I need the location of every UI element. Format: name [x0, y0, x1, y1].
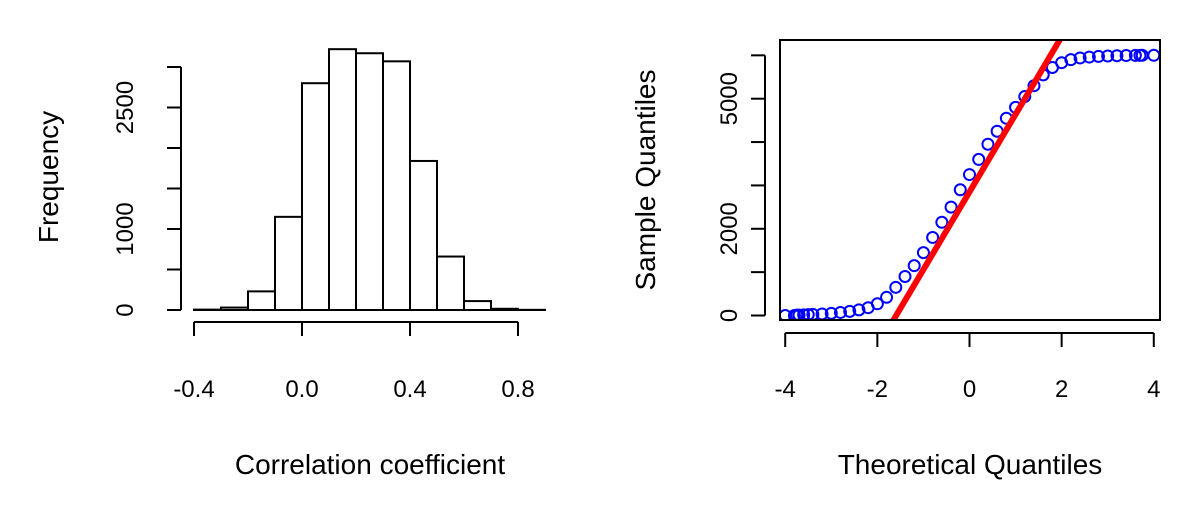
qq-point-20 [936, 217, 947, 228]
histogram-bar-3 [275, 217, 302, 310]
qq-x-ticks: -4 -2 0 2 4 [775, 333, 1161, 403]
qq-x-tick-label-0: -4 [775, 376, 796, 403]
histogram-bar-1 [221, 308, 248, 310]
histogram-bar-6 [356, 53, 383, 310]
histogram-bar-2 [248, 291, 275, 310]
qq-point-23 [964, 169, 975, 180]
histogram-bar-7 [383, 61, 410, 310]
histogram-panel: -0.4 0.0 0.4 0.8 0 1000 2500 Correlation coef… [33, 49, 545, 480]
histogram-y-tick-label-2: 2500 [112, 81, 139, 134]
qq-y-tick-label-2: 5000 [716, 72, 743, 125]
histogram-bar-9 [437, 257, 464, 310]
histogram-x-tick-label-1: 0.0 [285, 376, 318, 403]
histogram-bar-8 [410, 161, 437, 310]
qq-point-14 [881, 292, 892, 303]
histogram-x-tick-label-2: 0.4 [393, 376, 426, 403]
qq-x-tick-label-1: -2 [867, 376, 888, 403]
histogram-x-ticks: -0.4 0.0 0.4 0.8 [173, 322, 534, 403]
qq-point-18 [918, 247, 929, 258]
qq-point-44 [1148, 50, 1159, 61]
qq-y-tick-label-1: 2000 [716, 202, 743, 255]
histogram-bar-4 [302, 83, 329, 310]
qq-x-tick-label-4: 4 [1147, 376, 1160, 403]
qq-y-tick-label-0: 0 [716, 309, 743, 322]
histogram-bar-10 [464, 301, 491, 310]
histogram-bar-11 [491, 309, 518, 310]
qq-reference-line [776, 0, 1163, 500]
qq-point-19 [927, 232, 938, 243]
qq-point-15 [890, 282, 901, 293]
qq-x-tick-label-3: 2 [1055, 376, 1068, 403]
histogram-x-axis-title: Correlation coefficient [235, 449, 506, 480]
histogram-y-ticks: 0 1000 2500 [112, 67, 181, 317]
histogram-y-tick-label-0: 0 [112, 303, 139, 316]
qq-point-25 [982, 139, 993, 150]
qq-point-16 [900, 271, 911, 282]
histogram-x-tick-label-3: 0.8 [501, 376, 534, 403]
qq-x-tick-label-2: 0 [963, 376, 976, 403]
qq-point-17 [909, 260, 920, 271]
histogram-y-tick-label-1: 1000 [112, 202, 139, 255]
qq-point-22 [955, 184, 966, 195]
histogram-bar-5 [329, 49, 356, 310]
histogram-bars [194, 49, 545, 310]
qq-x-axis-title: Theoretical Quantiles [838, 449, 1103, 480]
qq-point-24 [973, 154, 984, 165]
qq-y-ticks: 0 2000 5000 [716, 55, 765, 322]
histogram-y-axis-title: Frequency [33, 111, 64, 243]
qq-y-axis-title: Sample Quantiles [630, 69, 661, 290]
histogram-x-tick-label-0: -0.4 [173, 376, 214, 403]
qq-points [780, 50, 1160, 321]
